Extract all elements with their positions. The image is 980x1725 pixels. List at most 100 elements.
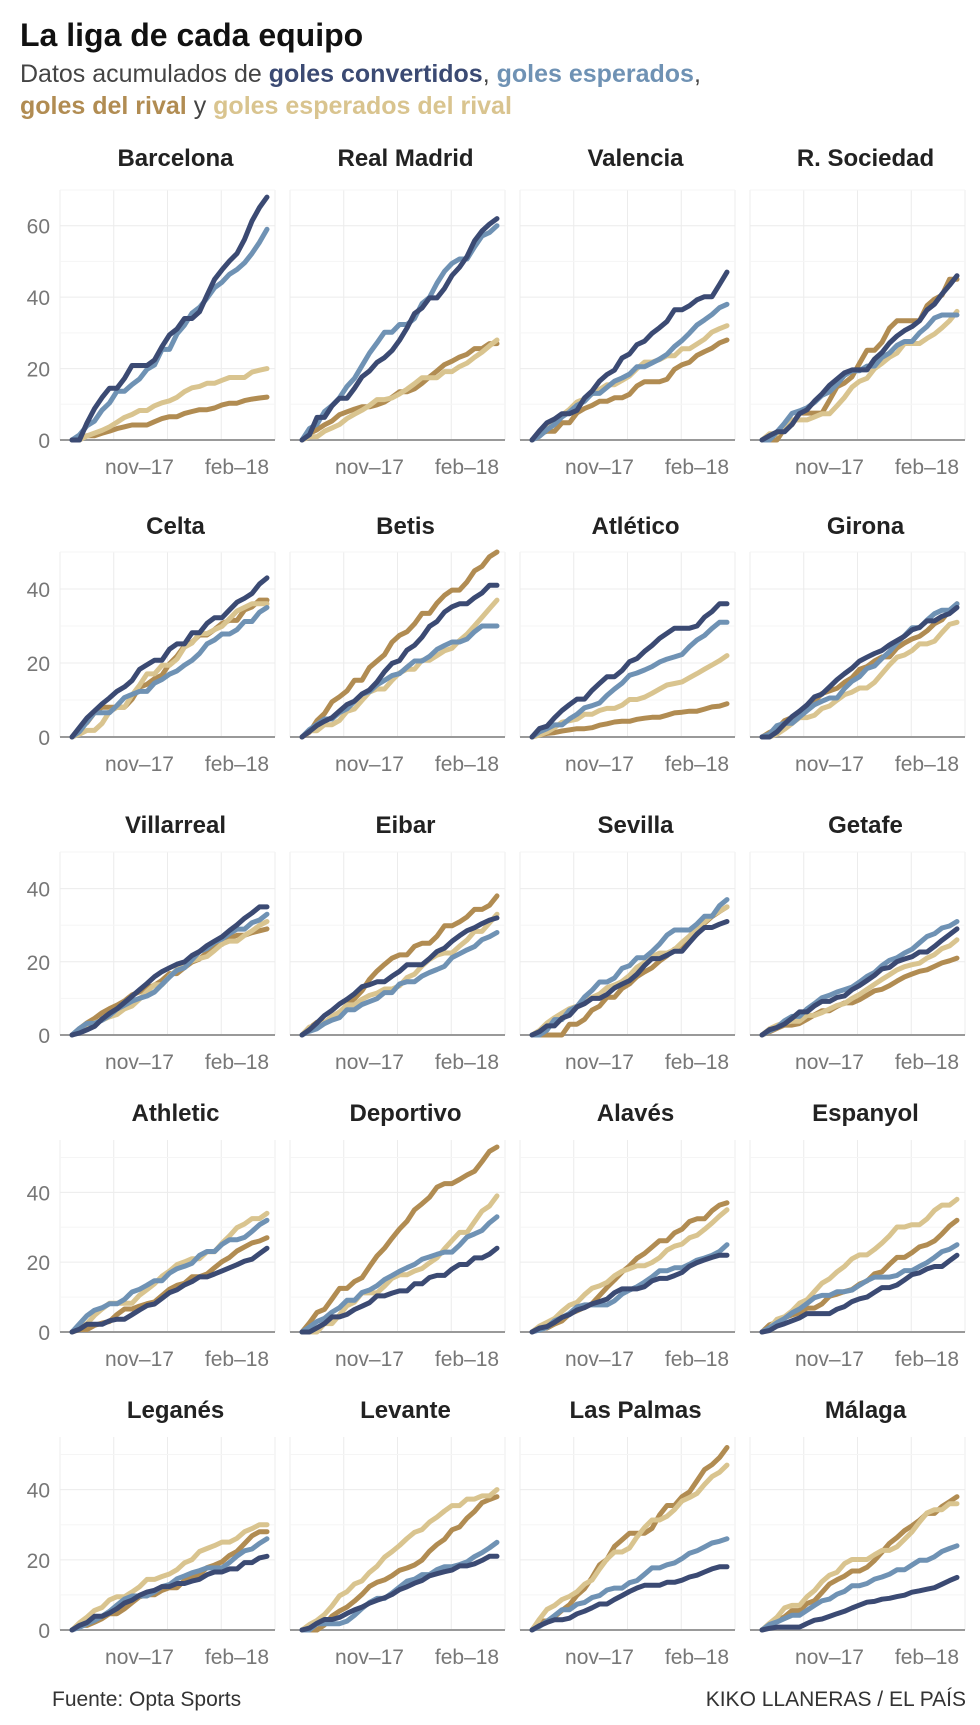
panel-title: Celta xyxy=(146,513,205,540)
series-line-goles-rival xyxy=(299,1144,500,1335)
series-line-goles-esperados-rival xyxy=(69,1522,270,1633)
x-tick-label: feb–18 xyxy=(205,1348,269,1371)
series-line-goles-esperados xyxy=(529,301,730,443)
panel-title: Barcelona xyxy=(117,145,234,172)
series-line-goles-convertidos xyxy=(299,915,500,1038)
legend-goles-esperados-rival: goles esperados del rival xyxy=(213,92,512,120)
series-line-goles-convertidos xyxy=(529,269,730,443)
series-line-goles-convertidos xyxy=(299,582,500,740)
legend-goles-convertidos: goles convertidos xyxy=(268,60,483,88)
panel-title: Levante xyxy=(360,1397,451,1424)
x-tick-label: nov–17 xyxy=(565,1646,634,1669)
x-tick-label: feb–18 xyxy=(665,456,729,479)
panel-title: Girona xyxy=(827,513,905,540)
x-tick-label: nov–17 xyxy=(335,1646,404,1669)
y-tick-label: 20 xyxy=(27,952,50,975)
panel-title: Betis xyxy=(376,513,435,540)
x-tick-label: feb–18 xyxy=(435,1051,499,1074)
series-line-goles-esperados-rival xyxy=(69,366,270,443)
x-tick-label: nov–17 xyxy=(105,753,174,776)
panel-valencia: nov–17 feb–18 Valencia xyxy=(519,145,736,479)
series-line-goles-esperados-rival xyxy=(299,1487,500,1633)
x-tick-label: feb–18 xyxy=(435,1646,499,1669)
series-line-goles-esperados-rival xyxy=(529,1207,730,1335)
series-line-goles-convertidos xyxy=(759,926,960,1038)
panel-celta: 0 20 40 nov–17 feb–18 Celta xyxy=(27,513,276,776)
panel-las-palmas: nov–17 feb–18 Las Palmas xyxy=(519,1397,736,1669)
x-tick-label: nov–17 xyxy=(795,1051,864,1074)
panel-malaga: nov–17 feb–18 Málaga xyxy=(749,1397,966,1669)
x-tick-label: nov–17 xyxy=(795,1646,864,1669)
series-line-goles-rival xyxy=(759,1494,960,1633)
panel-title: Valencia xyxy=(587,145,684,172)
series-line-goles-rival xyxy=(529,701,730,740)
series-line-goles-esperados xyxy=(69,605,270,740)
series-line-goles-convertidos xyxy=(69,1245,270,1335)
panel-title: Sevilla xyxy=(597,812,674,839)
y-tick-label: 0 xyxy=(38,1620,50,1643)
x-tick-label: nov–17 xyxy=(565,1051,634,1074)
panel-title: Málaga xyxy=(825,1397,907,1424)
panel-title: Real Madrid xyxy=(337,145,473,172)
panel-title: Espanyol xyxy=(812,1100,919,1127)
series-line-goles-convertidos xyxy=(529,601,730,740)
series-line-goles-rival xyxy=(299,549,500,740)
series-line-goles-rival xyxy=(69,1235,270,1335)
series-line-goles-esperados xyxy=(69,1217,270,1335)
x-tick-label: nov–17 xyxy=(335,1348,404,1371)
x-tick-label: nov–17 xyxy=(795,753,864,776)
x-tick-label: feb–18 xyxy=(895,1646,959,1669)
series-line-goles-esperados-rival xyxy=(529,1462,730,1633)
series-line-goles-convertidos xyxy=(299,1245,500,1335)
x-tick-label: feb–18 xyxy=(895,1348,959,1371)
legend-goles-esperados: goles esperados xyxy=(496,60,694,88)
panel-getafe: nov–17 feb–18 Getafe xyxy=(749,812,966,1074)
series-line-goles-esperados-rival xyxy=(69,601,270,740)
series-line-goles-convertidos xyxy=(299,1553,500,1633)
x-tick-label: feb–18 xyxy=(895,1051,959,1074)
panel-alaves: nov–17 feb–18 Alavés xyxy=(519,1100,736,1371)
y-tick-label: 0 xyxy=(38,1025,50,1048)
subtitle-prefix: Datos acumulados de xyxy=(20,60,269,88)
panel-eibar: nov–17 feb–18 Eibar xyxy=(289,812,506,1074)
x-tick-label: nov–17 xyxy=(565,1348,634,1371)
series-line-goles-esperados xyxy=(299,930,500,1038)
panel-title: Deportivo xyxy=(349,1100,461,1127)
chart-header: La liga de cada equipo Datos acumulados … xyxy=(20,14,960,122)
x-tick-label: feb–18 xyxy=(435,1348,499,1371)
y-tick-label: 20 xyxy=(27,359,50,382)
x-tick-label: nov–17 xyxy=(335,1051,404,1074)
y-tick-label: 0 xyxy=(38,1322,50,1345)
x-tick-label: nov–17 xyxy=(335,753,404,776)
page-title: La liga de cada equipo xyxy=(20,17,364,53)
panel-sevilla: nov–17 feb–18 Sevilla xyxy=(519,812,736,1074)
series-line-goles-esperados xyxy=(529,1536,730,1633)
panel-title: Atlético xyxy=(591,513,679,540)
series-line-goles-rival xyxy=(759,955,960,1038)
subtitle-sep-1: , xyxy=(482,60,497,88)
x-tick-label: feb–18 xyxy=(665,1646,729,1669)
series-line-goles-rival xyxy=(299,1494,500,1633)
x-tick-label: nov–17 xyxy=(105,456,174,479)
series-line-goles-convertidos xyxy=(299,216,500,443)
series-line-goles-esperados-rival xyxy=(299,1193,500,1335)
legend-subtitle: Datos acumulados de goles convertidos, g… xyxy=(20,58,960,122)
y-tick-label: 40 xyxy=(27,1182,50,1205)
x-tick-label: feb–18 xyxy=(435,753,499,776)
series-line-goles-convertidos xyxy=(69,575,270,740)
series-line-goles-esperados-rival xyxy=(759,1196,960,1335)
panel-title: Athletic xyxy=(131,1100,219,1127)
source-note: Fuente: Opta Sports xyxy=(52,1688,242,1711)
series-line-goles-convertidos xyxy=(759,1574,960,1633)
series-line-goles-rival xyxy=(69,394,270,443)
panel-girona: nov–17 feb–18 Girona xyxy=(749,513,966,776)
panel-title: Villarreal xyxy=(125,812,226,839)
series-line-goles-rival xyxy=(69,597,270,740)
series-line-goles-esperados xyxy=(299,1214,500,1335)
series-line-goles-esperados-rival xyxy=(529,904,730,1038)
x-tick-label: nov–17 xyxy=(105,1051,174,1074)
x-tick-label: nov–17 xyxy=(335,456,404,479)
x-tick-label: nov–17 xyxy=(565,456,634,479)
x-tick-label: feb–18 xyxy=(665,1348,729,1371)
credit-note: KIKO LLANERAS / EL PAÍS xyxy=(705,1688,966,1711)
